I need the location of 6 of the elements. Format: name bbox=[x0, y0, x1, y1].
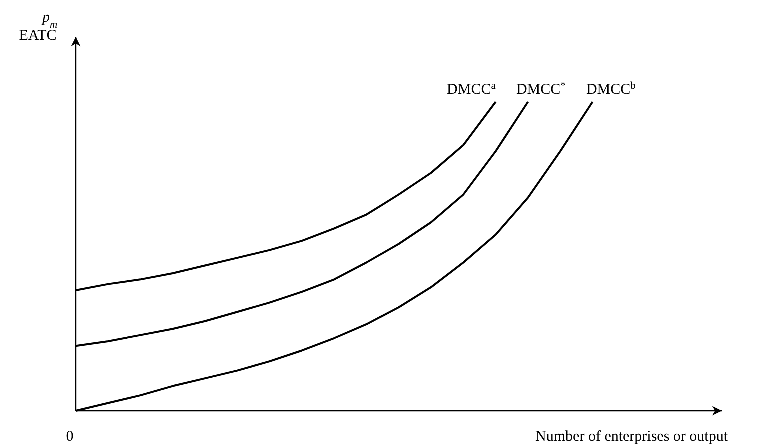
x-axis-title: Number of enterprises or output bbox=[536, 429, 729, 445]
y-axis-title: p$_{m}$ EATC bbox=[19, 10, 58, 44]
series-label: DMCC$^{*}$ bbox=[516, 80, 566, 98]
series-label: DMCC$^{b}$ bbox=[586, 80, 636, 98]
series-label: DMCC$^{a}$ bbox=[447, 80, 496, 98]
text: 0 bbox=[66, 429, 74, 445]
